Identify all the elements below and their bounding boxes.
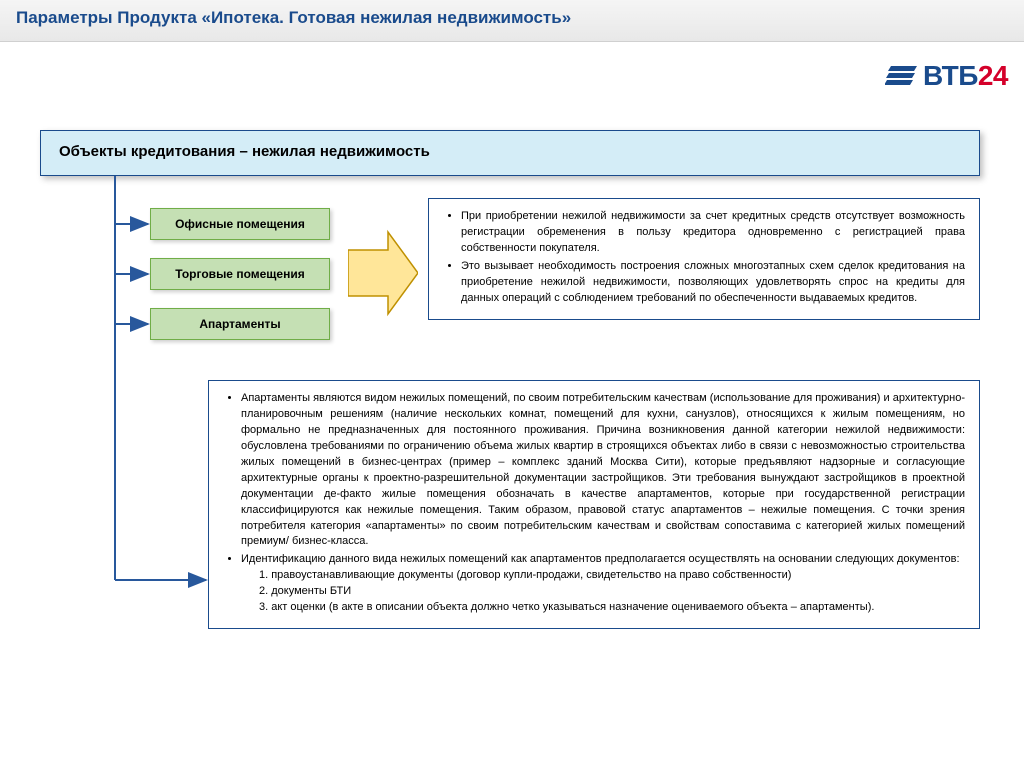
info1-item: Это вызывает необходимость построения сл… xyxy=(461,259,965,307)
info2-bullet2-lead: Идентификацию данного вида нежилых помещ… xyxy=(241,553,960,565)
big-arrow-icon xyxy=(348,228,418,318)
info1-item: При приобретении нежилой недвижимости за… xyxy=(461,209,965,257)
info2-sub-item: 2. документы БТИ xyxy=(259,584,965,600)
info2-sub-item: 1. правоустанавливающие документы (догов… xyxy=(259,568,965,584)
category-box-office: Офисные помещения xyxy=(150,208,330,240)
category-label: Офисные помещения xyxy=(175,217,305,231)
info-box-bottom: Апартаменты являются видом нежилых помещ… xyxy=(208,380,980,629)
category-box-apartments: Апартаменты xyxy=(150,308,330,340)
category-label: Торговые помещения xyxy=(175,267,304,281)
category-label: Апартаменты xyxy=(199,317,280,331)
category-box-retail: Торговые помещения xyxy=(150,258,330,290)
info2-bullet1: Апартаменты являются видом нежилых помещ… xyxy=(241,391,965,550)
info2-sub-item: 3. акт оценки (в акте в описании объекта… xyxy=(259,600,965,616)
info2-bullet2: Идентификацию данного вида нежилых помещ… xyxy=(241,552,965,616)
info-box-top: При приобретении нежилой недвижимости за… xyxy=(428,198,980,320)
